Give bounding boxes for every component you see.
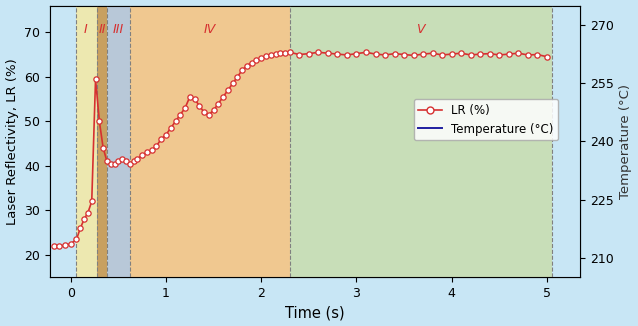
Text: II: II [98,23,106,37]
Bar [290,6,552,277]
LR (%) [50,244,57,248]
Temperature (°C) [109,85,117,89]
LR (%) [286,50,293,54]
Line: LR (%): LR (%) [51,50,549,249]
Legend: LR (%), Temperature (°C): LR (%), Temperature (°C) [413,99,558,140]
LR (%) [281,51,289,55]
Temperature (°C) [505,200,513,203]
Bar [107,6,130,277]
Temperature (°C) [572,267,579,271]
Y-axis label: Laser Reflectivity, LR (%): Laser Reflectivity, LR (%) [6,58,19,225]
Temperature (°C) [486,201,494,205]
Bar [77,6,98,277]
Text: IV: IV [204,23,216,37]
LR (%) [205,113,212,117]
Bar [552,6,581,277]
Text: V: V [416,23,424,37]
Y-axis label: Temperature (°C): Temperature (°C) [619,84,632,199]
Temperature (°C) [143,62,151,66]
Bar [130,6,290,277]
Temperature (°C) [46,267,54,271]
Temperature (°C) [88,101,96,105]
Temperature (°C) [129,73,137,77]
LR (%) [315,50,322,54]
Text: I: I [84,23,88,37]
Temperature (°C) [257,93,265,97]
X-axis label: Time (s): Time (s) [285,305,345,320]
Bar [50,6,77,277]
Text: III: III [113,23,124,37]
LR (%) [262,54,270,58]
Bar [98,6,107,277]
Line: Temperature (°C): Temperature (°C) [50,64,575,269]
LR (%) [267,52,274,56]
LR (%) [467,53,475,57]
LR (%) [543,55,551,59]
